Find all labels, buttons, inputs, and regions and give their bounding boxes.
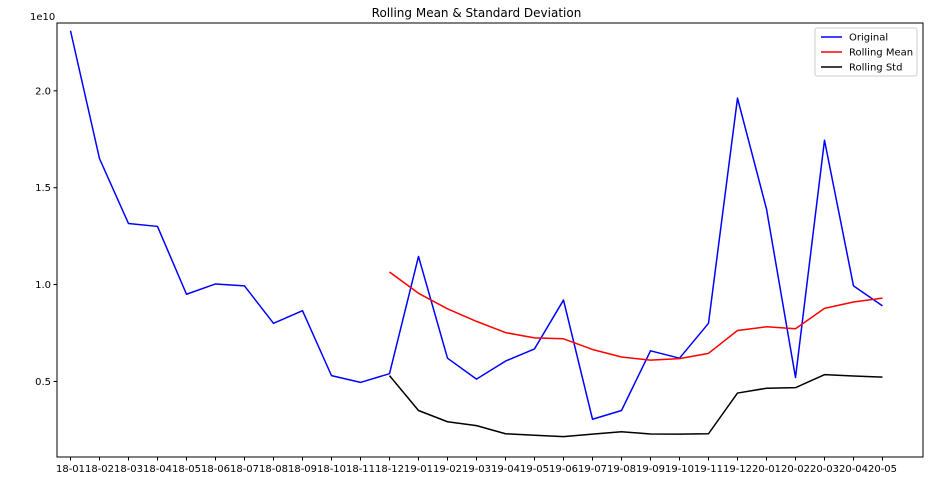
- y-tick-label: 2.0: [35, 86, 51, 97]
- series-line-rolling-mean: [389, 271, 883, 361]
- x-tick-label: 18-07: [230, 464, 259, 475]
- legend-label: Rolling Mean: [849, 48, 913, 59]
- x-tick-label: 18-01: [56, 464, 85, 475]
- x-tick-label: 18-03: [114, 464, 143, 475]
- x-tick-label: 19-05: [520, 464, 549, 475]
- x-tick-label: 18-10: [317, 464, 346, 475]
- chart-title: Rolling Mean & Standard Deviation: [372, 6, 582, 20]
- x-tick-label: 19-06: [549, 464, 578, 475]
- series-layer: [69, 30, 883, 438]
- legend-label: Rolling Std: [849, 63, 902, 74]
- x-tick-label: 19-04: [491, 464, 520, 475]
- x-tick-label: 18-12: [375, 464, 404, 475]
- y-tick-label: 1.0: [35, 280, 51, 291]
- y-axis: 0.5 1.0 1.5 2.0: [35, 86, 57, 388]
- x-tick-label: 18-08: [259, 464, 288, 475]
- legend-box: [814, 27, 918, 77]
- x-tick-label: 19-03: [462, 464, 491, 475]
- x-tick-label: 18-04: [143, 464, 172, 475]
- x-tick-label: 18-06: [201, 464, 230, 475]
- plot-area: [56, 22, 924, 458]
- x-tick-label: 19-01: [404, 464, 433, 475]
- x-tick-label: 18-05: [172, 464, 201, 475]
- legend-label: Original: [849, 33, 888, 44]
- x-tick-label: 19-11: [694, 464, 723, 475]
- x-tick-label: 20-02: [781, 464, 810, 475]
- legend: Original Rolling Mean Rolling Std: [814, 27, 918, 77]
- series-line-original: [69, 30, 883, 420]
- x-tick-label: 18-09: [288, 464, 317, 475]
- x-tick-label: 19-08: [607, 464, 636, 475]
- y-tick-label: 0.5: [35, 377, 51, 388]
- x-tick-label: 20-04: [839, 464, 868, 475]
- y-axis-offset-label: 1e10: [30, 12, 55, 23]
- x-tick-label: 19-07: [578, 464, 607, 475]
- series-line-rolling-std: [388, 373, 883, 438]
- x-tick-label: 20-01: [752, 464, 781, 475]
- y-tick-label: 1.5: [35, 183, 51, 194]
- x-tick-label: 19-02: [433, 464, 462, 475]
- x-tick-label: 18-02: [85, 464, 114, 475]
- x-tick-label: 19-12: [723, 464, 752, 475]
- x-tick-label: 20-05: [868, 464, 897, 475]
- x-tick-label: 19-10: [665, 464, 694, 475]
- x-tick-label: 20-03: [810, 464, 839, 475]
- x-tick-label: 18-11: [346, 464, 375, 475]
- x-tick-label: 19-09: [636, 464, 665, 475]
- x-axis: 18-01 18-02 18-03 18-04 18-05 18-06 18-07 18-08…: [56, 457, 897, 475]
